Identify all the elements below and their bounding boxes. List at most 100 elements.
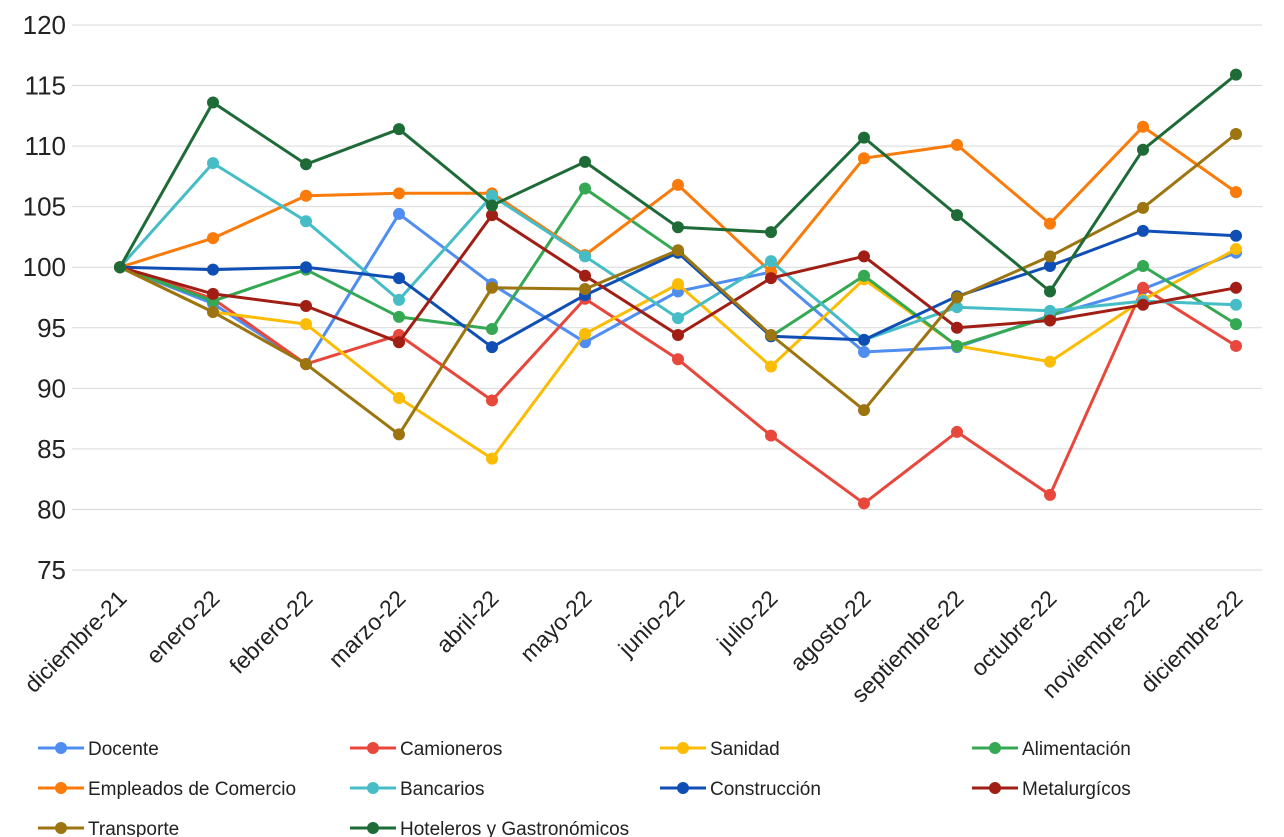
data-point [393,272,405,285]
series-8 [114,128,1242,441]
x-tick-label: febrero-22 [224,585,317,678]
data-point [486,394,498,407]
data-point [672,278,684,291]
legend-marker [367,782,379,794]
data-point [579,269,591,282]
data-point [579,155,591,168]
data-point [951,321,963,334]
data-point [858,250,870,263]
legend-label: Hoteleros y Gastronómicos [400,819,629,837]
y-tick-label: 90 [37,373,66,403]
data-point [1044,304,1056,317]
x-tick-label: julio-22 [711,585,783,657]
legend-marker [989,782,1001,794]
data-point [1230,229,1242,242]
data-point [765,226,777,239]
data-point [858,346,870,358]
legend-item: Camioneros [350,739,502,760]
data-point [486,199,498,212]
series-7 [114,209,1242,349]
data-point [672,178,684,191]
legend-label: Empleados de Comercio [88,779,296,800]
y-tick-label: 115 [25,71,66,101]
data-point [1230,68,1242,81]
data-point [1230,281,1242,294]
data-point [207,232,219,245]
data-point [1044,314,1056,327]
legend-item: Transporte [38,819,179,837]
data-point [207,263,219,276]
legend-label: Docente [88,739,159,760]
data-point [1230,298,1242,311]
data-point [207,157,219,170]
data-point [393,293,405,306]
legend-marker [367,742,379,754]
data-point [207,96,219,109]
legend-marker [677,782,689,794]
legend-marker [55,742,67,754]
legend-item: Bancarios [350,779,485,800]
data-point [1137,143,1149,156]
data-point [579,250,591,263]
data-point [300,358,312,371]
legend-marker [367,822,379,834]
data-point [951,138,963,151]
x-tick-label: junio-22 [613,585,690,662]
data-point [579,283,591,296]
data-point [1137,281,1149,294]
data-point [858,269,870,282]
data-point [486,322,498,335]
data-point [765,360,777,373]
x-tick-label: abril-22 [431,585,504,658]
data-point [393,392,405,405]
data-point [858,497,870,510]
legend-label: Alimentación [1022,739,1131,760]
x-tick-label: agosto-22 [785,585,876,676]
legend-label: Sanidad [710,739,780,760]
data-point [486,209,498,222]
legend-marker [989,742,1001,754]
data-point [1137,298,1149,311]
data-point [672,244,684,257]
x-tick-label: mayo-22 [515,585,597,667]
data-point [858,152,870,165]
data-point [765,272,777,285]
data-point [486,341,498,354]
data-point [300,299,312,312]
legend-marker [55,782,67,794]
data-point [393,310,405,323]
legend-marker [677,742,689,754]
data-point [672,329,684,342]
series-1 [114,261,1242,510]
legend: Docente Camioneros Sanidad Alimentación Empl… [38,739,1131,837]
legend-item: Empleados de Comercio [38,779,296,800]
data-point [858,131,870,144]
legend-label: Bancarios [400,779,485,800]
x-tick-label: octubre-22 [965,585,1061,681]
data-point [1137,224,1149,237]
y-tick-label: 95 [37,313,66,343]
data-point [1230,186,1242,199]
data-point [486,189,498,202]
y-axis-tick-labels: 75 80 85 90 95 100 105 110 115 120 [23,10,66,585]
y-tick-label: 105 [23,192,66,222]
y-tick-label: 85 [37,434,66,464]
data-point [951,339,963,352]
legend-item: Construcción [660,779,821,800]
data-point [1044,217,1056,230]
data-point [1044,285,1056,298]
data-point [207,306,219,319]
data-point [300,318,312,331]
x-axis-tick-labels: diciembre-21 enero-22 febrero-22 marzo-22 ab… [19,585,1247,707]
series-lines [114,68,1242,510]
y-tick-label: 110 [25,131,66,161]
data-point [951,425,963,438]
data-point [300,215,312,228]
data-point [672,312,684,325]
legend-item: Sanidad [660,739,780,760]
legend-label: Camioneros [400,739,502,760]
data-point [393,336,405,349]
data-point [1137,201,1149,214]
data-point [486,281,498,294]
